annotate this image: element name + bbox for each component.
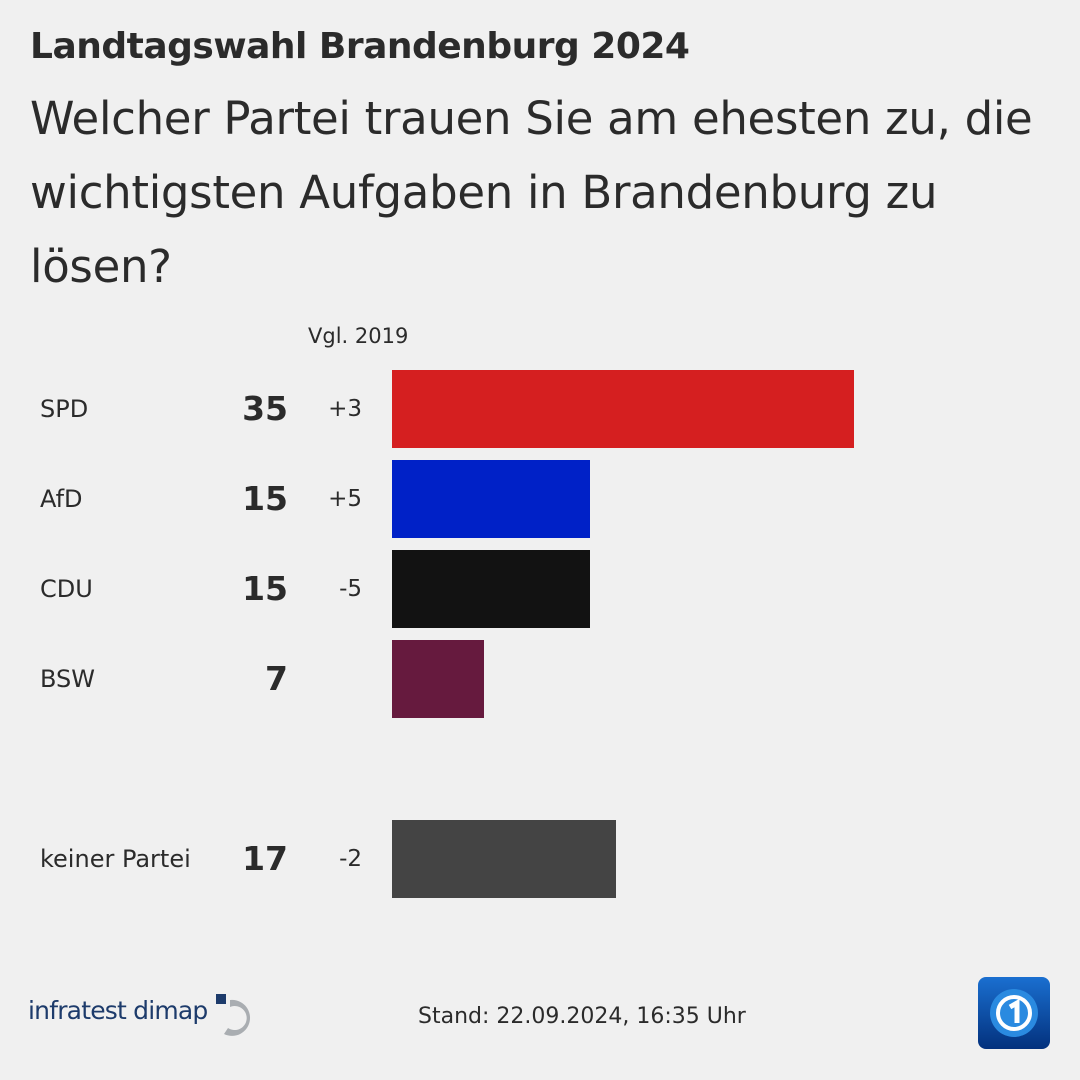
category-label: SPD [40, 395, 89, 423]
bar [392, 460, 590, 538]
bar-row: AfD 15 +5 [0, 460, 1080, 538]
infratest-logo-icon [216, 994, 251, 1036]
change-header: Vgl. 2019 [308, 324, 409, 348]
change-label: +5 [328, 486, 362, 512]
bar-row: SPD 35 +3 [0, 370, 1080, 448]
value-label: 15 [242, 569, 288, 608]
value-label: 35 [242, 389, 288, 428]
ard-one-icon [990, 989, 1038, 1037]
change-label: -5 [339, 576, 362, 602]
logo-text: infratest dimap [28, 996, 208, 1025]
category-label: keiner Partei [40, 845, 191, 873]
bar [392, 820, 617, 898]
bar-row: BSW 7 [0, 640, 1080, 718]
chart-kicker: Landtagswahl Brandenburg 2024 [30, 26, 690, 67]
value-label: 7 [265, 659, 288, 698]
chart-title: Welcher Partei trauen Sie am ehesten zu,… [30, 92, 1033, 293]
tagesschau-logo [978, 977, 1050, 1049]
bar-row: CDU 15 -5 [0, 550, 1080, 628]
infratest-dimap-logo: infratest dimap [28, 994, 251, 1036]
category-label: BSW [40, 665, 96, 693]
bar-row: keiner Partei 17 -2 [0, 820, 1080, 898]
change-label: +3 [328, 396, 362, 422]
bar [392, 370, 854, 448]
value-label: 17 [242, 839, 288, 878]
category-label: CDU [40, 575, 93, 603]
value-label: 15 [242, 479, 288, 518]
timestamp: Stand: 22.09.2024, 16:35 Uhr [418, 1004, 746, 1029]
bar [392, 640, 485, 718]
bar [392, 550, 590, 628]
change-label: -2 [339, 846, 362, 872]
category-label: AfD [40, 485, 83, 513]
